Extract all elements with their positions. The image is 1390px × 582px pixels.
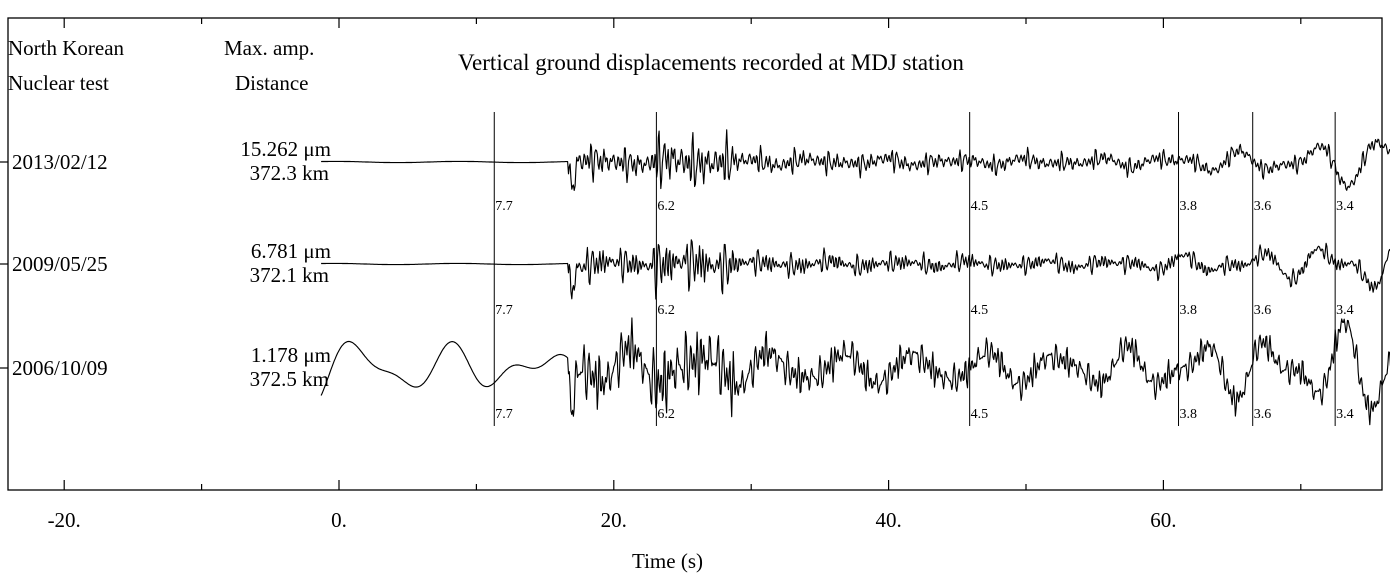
chart-title: Vertical ground displacements recorded a… bbox=[458, 50, 964, 75]
distance: 372.1 km bbox=[250, 263, 329, 287]
x-axis-tick-labels: -20.0.20.40.60.80.100. bbox=[48, 508, 1177, 532]
velocity-marker-label: 6.2 bbox=[657, 407, 675, 422]
velocity-marker-label: 6.2 bbox=[657, 303, 675, 318]
velocity-marker-label: 3.6 bbox=[1254, 303, 1272, 318]
velocity-marker-label: 3.8 bbox=[1180, 407, 1198, 422]
velocity-marker-label: 3.6 bbox=[1254, 407, 1272, 422]
event-header-line-1: North Korean bbox=[8, 36, 125, 60]
x-tick-label: 40. bbox=[875, 508, 901, 532]
x-axis-ticks bbox=[63, 18, 1302, 490]
distance: 372.3 km bbox=[250, 161, 329, 185]
velocity-marker-label: 3.4 bbox=[1336, 407, 1354, 422]
amplitude-column-header: Max. amp. Distance bbox=[224, 36, 314, 95]
velocity-marker-label: 3.4 bbox=[1336, 199, 1354, 214]
amp-header-line-1: Max. amp. bbox=[224, 36, 314, 60]
event-date: 2009/05/25 bbox=[12, 252, 108, 276]
event-header-line-2: Nuclear test bbox=[8, 71, 109, 95]
seismogram-trace bbox=[321, 239, 1390, 300]
x-axis-label: Time (s) bbox=[632, 549, 703, 573]
amp-header-line-2: Distance bbox=[235, 71, 308, 95]
max-amplitude: 1.178 μm bbox=[251, 343, 331, 367]
x-tick-label: 60. bbox=[1150, 508, 1176, 532]
velocity-marker-label: 4.5 bbox=[971, 407, 989, 422]
max-amplitude: 15.262 μm bbox=[240, 137, 331, 161]
velocity-marker-label: 4.5 bbox=[971, 199, 989, 214]
velocity-marker-label: 3.6 bbox=[1254, 199, 1272, 214]
event-column-header: North Korean Nuclear test bbox=[8, 36, 125, 95]
max-amplitude: 6.781 μm bbox=[251, 239, 331, 263]
seismogram-trace bbox=[320, 317, 1390, 426]
x-tick-label: 20. bbox=[601, 508, 627, 532]
event-date: 2013/02/12 bbox=[12, 150, 108, 174]
velocity-marker-label: 4.5 bbox=[971, 303, 989, 318]
velocity-marker-label: 6.2 bbox=[657, 199, 675, 214]
plot-frame bbox=[7, 17, 1383, 491]
velocity-marker-label: 3.8 bbox=[1180, 303, 1198, 318]
velocity-marker-label: 7.7 bbox=[495, 303, 512, 318]
x-tick-label: -20. bbox=[48, 508, 81, 532]
velocity-marker-label: 7.7 bbox=[495, 199, 512, 214]
velocity-marker-label: 3.4 bbox=[1336, 303, 1354, 318]
seismogram-trace bbox=[321, 129, 1390, 191]
x-tick-label: 0. bbox=[331, 508, 347, 532]
velocity-marker-label: 7.7 bbox=[495, 407, 512, 422]
distance: 372.5 km bbox=[250, 367, 329, 391]
velocity-marker-label: 3.8 bbox=[1180, 199, 1198, 214]
event-date: 2006/10/09 bbox=[12, 356, 108, 380]
